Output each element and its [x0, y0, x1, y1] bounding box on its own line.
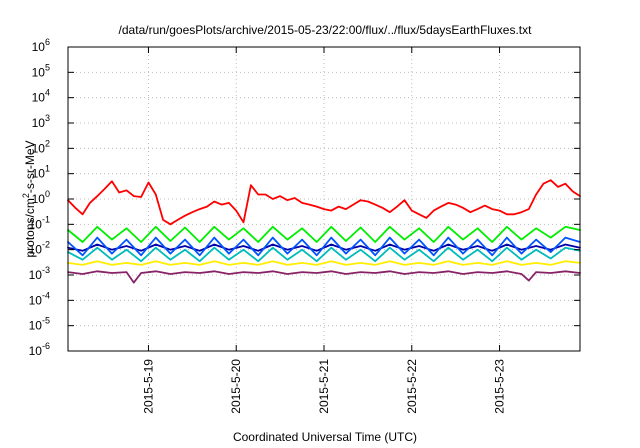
y-tick-exponent: -1: [42, 214, 50, 224]
y-tick-exponent: -5: [42, 316, 50, 326]
y-tick-exponent: -2: [42, 240, 50, 250]
y-tick-label: 10-2: [29, 240, 50, 257]
y-tick-base: 10: [29, 268, 43, 282]
chart-title: /data/run/goesPlots/archive/2015-05-23/2…: [119, 23, 533, 37]
y-tick-label: 102: [32, 138, 50, 155]
x-tick-label: 2015-5-21: [317, 359, 331, 414]
y-tick-base: 10: [29, 344, 43, 358]
x-tick-labels: 2015-5-19 2015-5-20 2015-5-21 2015-5-22 2015…: [141, 359, 506, 414]
series-line-6: [67, 270, 581, 284]
y-tick-base: 10: [29, 293, 43, 307]
y-tick-base: 10: [32, 91, 46, 105]
series-line-2: [67, 236, 581, 257]
y-tick-base: 10: [32, 40, 46, 54]
y-tick-exponent: -4: [42, 290, 50, 300]
y-tick-label: 100: [32, 189, 50, 206]
y-tick-label: 101: [32, 164, 50, 181]
y-tick-exponent: -3: [42, 265, 50, 275]
y-tick-exponent: 5: [45, 62, 50, 72]
y-tick-exponent: -6: [42, 341, 50, 351]
y-axis-title-post: -s-sr-MeV: [23, 140, 37, 193]
y-tick-label: 106: [32, 37, 50, 54]
y-tick-label: 104: [32, 88, 50, 105]
y-tick-base: 10: [32, 116, 46, 130]
y-tick-label: 10-5: [29, 316, 50, 333]
y-tick-labels: 10-610-510-410-310-210-11001011021031041…: [29, 37, 50, 358]
y-tick-label: 10-3: [29, 265, 50, 282]
x-tick-label: 2015-5-20: [229, 359, 243, 414]
series-line-5: [67, 260, 581, 266]
y-tick-base: 10: [29, 217, 43, 231]
y-tick-base: 10: [32, 192, 46, 206]
y-tick-base: 10: [32, 141, 46, 155]
x-axis-title: Coordinated Universal Time (UTC): [233, 430, 417, 444]
y-tick-exponent: 3: [45, 113, 50, 123]
y-tick-base: 10: [29, 243, 43, 257]
x-tick-label: 2015-5-23: [493, 359, 507, 414]
y-tick-exponent: 0: [45, 189, 50, 199]
y-axis-title: protons/cm2-s-sr-MeV: [21, 140, 37, 257]
y-tick-base: 10: [32, 167, 46, 181]
y-tick-exponent: 1: [45, 164, 50, 174]
y-tick-exponent: 6: [45, 37, 50, 47]
series-line-1: [67, 225, 581, 243]
y-tick-base: 10: [32, 65, 46, 79]
y-tick-label: 10-4: [29, 290, 50, 307]
y-tick-label: 103: [32, 113, 50, 130]
x-tick-label: 2015-5-19: [141, 359, 155, 414]
y-tick-label: 10-6: [29, 341, 50, 358]
grid-lines: [68, 47, 580, 351]
series-layer: [67, 179, 581, 284]
y-tick-label: 105: [32, 62, 50, 79]
y-axis-title-sup: 2: [21, 193, 31, 198]
y-tick-exponent: 2: [45, 138, 50, 148]
y-tick-exponent: 4: [45, 88, 50, 98]
y-tick-base: 10: [29, 319, 43, 333]
x-tick-label: 2015-5-22: [405, 359, 419, 414]
series-line-3: [67, 246, 581, 263]
y-axis-title-pre: protons/cm: [23, 198, 37, 257]
tick-marks: [68, 46, 580, 352]
y-tick-label: 10-1: [29, 214, 50, 231]
series-line-0: [67, 179, 581, 226]
